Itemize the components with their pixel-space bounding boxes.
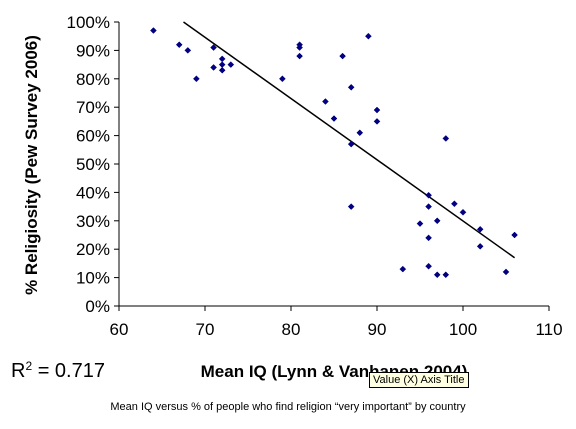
- data-point: [425, 262, 432, 270]
- data-point: [347, 203, 355, 210]
- data-point: [210, 64, 217, 71]
- y-tick-label: 100%: [67, 13, 110, 32]
- chart-caption: Mean IQ versus % of people who find reli…: [110, 401, 466, 413]
- data-point: [347, 83, 355, 91]
- data-point: [218, 55, 226, 63]
- plot-area: 0% 10% 20% 30% 40% 50% 60% 70% 80% 90% 100% 60 70 80 9…: [67, 13, 563, 339]
- data-point: [296, 44, 303, 51]
- y-axis-title: % Religiosity (Pew Survey 2006): [22, 35, 41, 295]
- y-tick-label: 30%: [76, 212, 110, 231]
- data-point: [433, 217, 441, 225]
- data-point: [502, 268, 510, 276]
- trendline: [183, 21, 516, 259]
- data-point: [425, 234, 432, 242]
- x-tick-label: 100: [449, 320, 477, 339]
- data-point: [425, 191, 432, 199]
- data-point: [218, 66, 226, 74]
- data-point: [373, 118, 381, 125]
- data-point: [193, 75, 200, 83]
- data-point: [227, 61, 235, 68]
- data-point: [347, 140, 355, 148]
- y-tick-label: 10%: [76, 269, 110, 288]
- data-point: [511, 231, 518, 239]
- scatter-chart: 0% 10% 20% 30% 40% 50% 60% 70% 80% 90% 100% 60 70 80 9…: [22, 13, 563, 381]
- data-point: [451, 200, 458, 208]
- data-point: [459, 208, 467, 216]
- data-point: [296, 52, 303, 60]
- y-tick-label: 50%: [76, 155, 110, 174]
- data-point: [476, 225, 484, 233]
- data-point: [218, 61, 226, 68]
- data-point: [365, 32, 372, 40]
- data-point: [279, 75, 286, 83]
- y-tick-label: 90%: [76, 41, 110, 60]
- data-point: [416, 220, 424, 227]
- data-point: [399, 265, 407, 273]
- data-point: [442, 135, 450, 142]
- data-point: [356, 129, 364, 137]
- y-tick-label: 80%: [76, 70, 110, 89]
- y-tick-label: 60%: [76, 127, 110, 146]
- data-point: [150, 27, 157, 34]
- r-squared-label: R2 = 0.717: [11, 359, 105, 382]
- data-point: [476, 243, 484, 250]
- data-point: [184, 47, 192, 54]
- data-point: [330, 115, 338, 122]
- data-point: [210, 44, 217, 51]
- data-point: [433, 271, 441, 279]
- data-point: [175, 41, 183, 49]
- data-point: [339, 52, 346, 60]
- y-tick-label: 40%: [76, 183, 110, 202]
- x-tick-label: 70: [196, 320, 215, 339]
- x-tick-label: 80: [282, 320, 301, 339]
- data-point: [425, 203, 432, 210]
- data-point: [373, 106, 381, 114]
- data-point: [442, 271, 450, 279]
- y-tick-label: 20%: [76, 240, 110, 259]
- x-tick-label: 110: [535, 320, 562, 339]
- y-tick-label: 0%: [85, 297, 110, 316]
- axis-title-tooltip: Value (X) Axis Title: [369, 372, 469, 388]
- x-tick-label: 60: [110, 320, 129, 339]
- x-tick-label: 90: [368, 320, 387, 339]
- y-tick-label: 70%: [76, 98, 110, 117]
- data-point: [322, 98, 329, 105]
